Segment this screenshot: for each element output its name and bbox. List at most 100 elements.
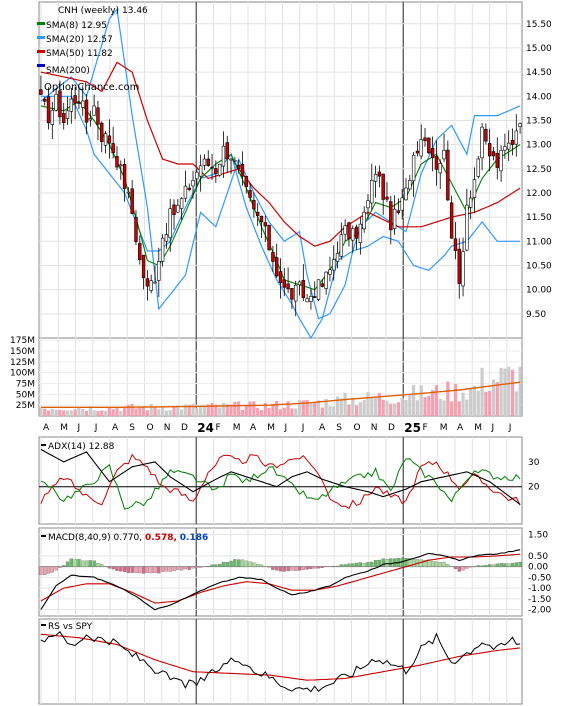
volume-bar [461,392,465,416]
macd-histogram-bar [221,562,226,567]
macd-histogram-bar [244,560,248,567]
price-tick-label: 10.50 [526,261,552,271]
price-legend: CNH (weekly) 13.46 SMA(8) 12.95 SMA(20) … [44,6,148,93]
macd-histogram-bar [164,566,169,572]
volume-bar [218,407,222,416]
candle-up [335,253,340,262]
adx-frame [38,436,523,525]
candle-down [274,257,279,277]
candle-up [461,251,465,287]
candle-up [309,296,313,302]
macd-histogram-bar [115,566,119,571]
candle-down [141,254,146,278]
macd-histogram-bar [434,561,439,567]
macd-histogram-bar [62,565,66,567]
candle-up [408,180,412,190]
macd-histogram-bar [107,566,112,569]
volume-bar [138,407,142,416]
price-tick-label: 9.50 [526,310,546,320]
volume-bar [518,366,522,416]
macd-histogram-bar [43,566,47,575]
volume-bar [324,398,328,416]
macd-histogram-bar [389,558,393,567]
candle-up [183,185,188,199]
candle-down [278,271,283,283]
macd-histogram-bar [225,562,229,567]
volume-bar [495,382,499,416]
macd-line [40,549,521,611]
macd-histogram-bar [172,566,176,571]
macd-legend-signal: 0.578, [145,533,177,543]
candle-down [259,215,264,223]
macd-histogram-bar [130,566,134,573]
volume-bar [457,401,461,416]
volume-bar [187,405,191,416]
month-label: J [301,423,305,433]
macd-histogram-bar [461,566,465,571]
macd-histogram-bar [248,561,252,567]
volume-bar [484,391,488,416]
volume-bar [202,406,207,416]
volume-bar [107,407,111,416]
volume-bar [328,406,332,416]
volume-bar [141,406,146,416]
macd-histogram-bar [495,563,499,567]
volume-bar [88,406,92,416]
macd-histogram-bar [183,566,188,570]
macd-histogram-bar [373,560,378,567]
macd-histogram-bar [141,566,146,574]
macd-histogram-bar [50,566,54,573]
macd-histogram-bar [149,566,153,574]
month-label: D [181,423,188,433]
candle-up [202,158,207,166]
macd-histogram-bar [54,566,58,571]
candle-down [453,238,458,251]
volume-tick-label: 175M [10,336,35,346]
volume-bar [176,405,180,416]
candle-down [430,148,435,158]
month-label: F [216,423,221,433]
macd-histogram-bar [430,561,435,567]
candle-down [510,140,515,145]
volume-bar [282,407,286,416]
macd-histogram-bar [351,563,355,567]
volume-bar [149,404,153,416]
candle-up [472,179,477,198]
volume-bar [446,381,450,416]
volume-bar [233,401,237,416]
macd-histogram-bar [294,566,298,571]
candle-down [267,225,271,251]
volume-bar [476,390,480,416]
candle-up [195,171,199,180]
volume-bar [465,399,469,416]
macd-histogram-bar [138,566,142,574]
volume-bar [309,403,313,416]
candle-up [126,191,131,194]
macd-histogram-bar [354,562,359,567]
candle-up [198,165,203,177]
volume-bar [119,410,123,416]
macd-histogram-bar [290,566,294,571]
month-label: 24 [197,421,214,435]
candle-down [107,135,112,144]
volume-bar [294,408,298,416]
volume-bar [252,401,256,416]
macd-histogram-bar [58,566,62,568]
candle-down [225,142,229,160]
volume-bar [389,403,393,416]
macd-histogram-bar [408,558,412,567]
volume-bar [347,404,351,416]
volume-bar [168,410,172,416]
volume-bar [210,402,214,416]
candle-down [145,278,150,287]
macd-histogram-bar [168,566,172,572]
month-label: M [267,423,275,433]
volume-bar [103,410,108,416]
volume-bar [320,407,324,416]
candle-down [286,283,290,290]
candle-up [119,164,123,167]
macd-histogram-bar [176,566,180,571]
volume-bar [77,407,81,416]
macd-histogram-bar [510,562,515,567]
